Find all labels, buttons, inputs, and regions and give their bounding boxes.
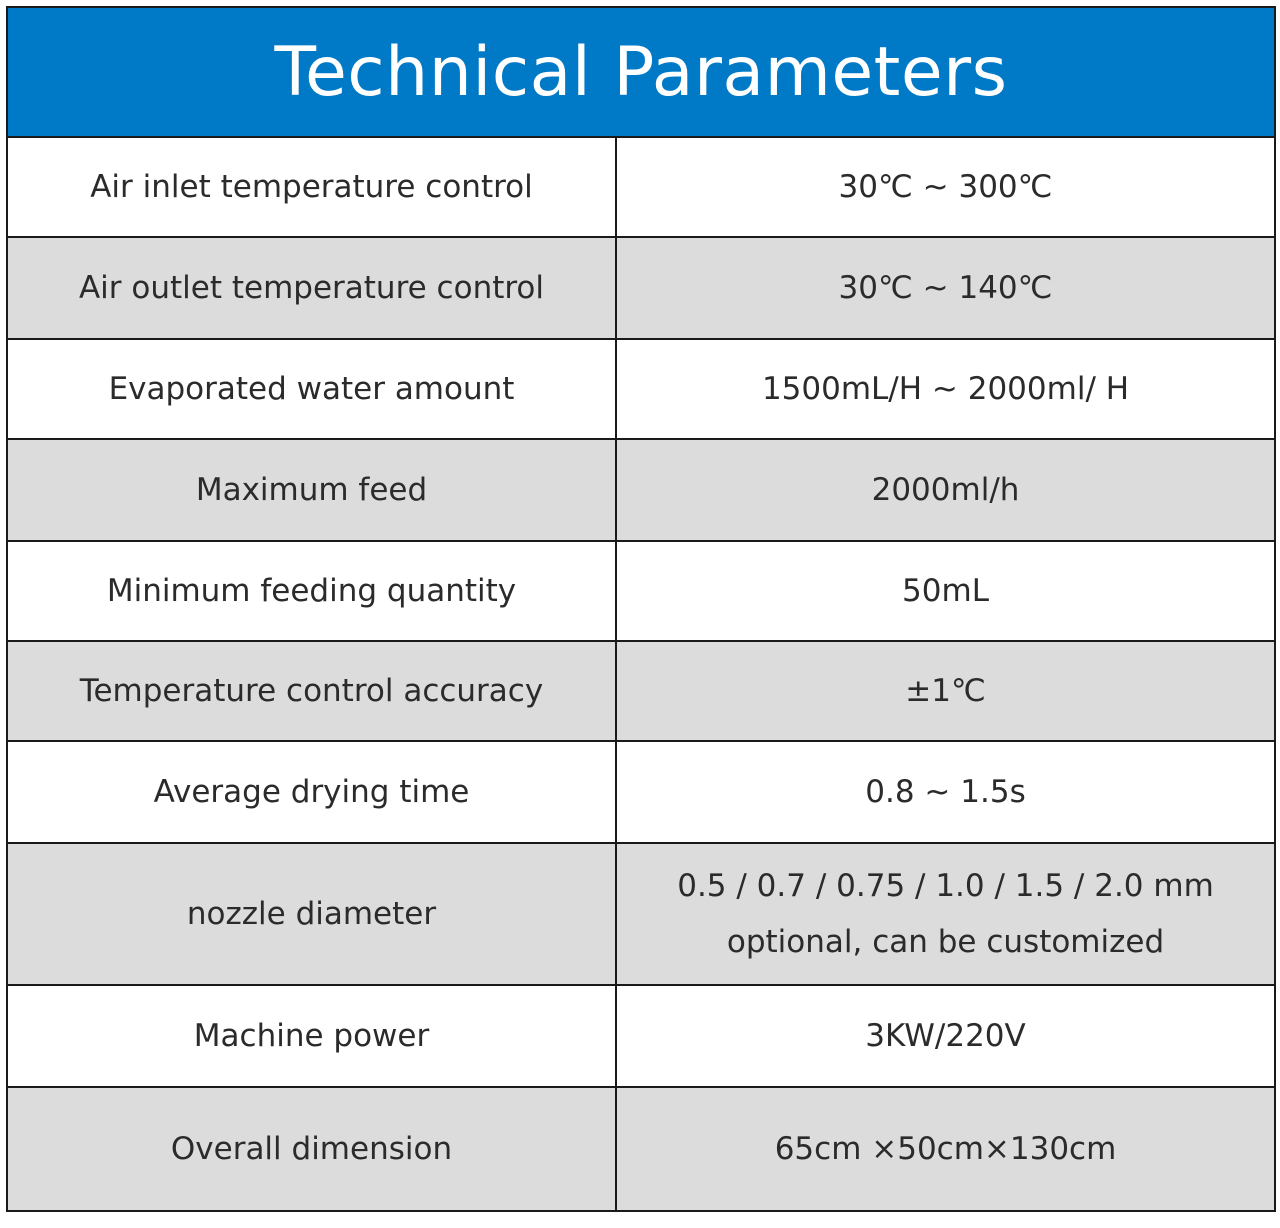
parameter-value: ±1℃	[614, 640, 1277, 742]
parameter-label: Air inlet temperature control	[6, 136, 617, 238]
table-row: Temperature control accuracy ±1℃	[6, 640, 1277, 742]
table-row: Air inlet temperature control 30℃ ~ 300℃	[6, 136, 1277, 238]
parameter-value-line: ±1℃	[905, 673, 986, 709]
parameter-value: 30℃ ~ 140℃	[614, 236, 1277, 340]
parameter-value-line: 3KW/220V	[865, 1018, 1026, 1054]
parameter-value-line: 50mL	[902, 573, 989, 609]
table-header-row: Technical Parameters	[5, 6, 1277, 138]
table-row: Average drying time 0.8 ~ 1.5s	[6, 740, 1277, 844]
parameter-label: Air outlet temperature control	[6, 236, 617, 340]
parameter-value: 3KW/220V	[614, 984, 1277, 1088]
parameter-value-line: 30℃ ~ 300℃	[838, 169, 1053, 205]
table-row: Overall dimension 65cm ×50cm×130cm	[6, 1086, 1277, 1212]
parameter-label: Average drying time	[6, 740, 617, 844]
table-row: Maximum feed 2000ml/h	[6, 438, 1277, 542]
parameter-label: Evaporated water amount	[6, 338, 617, 440]
parameter-value: 30℃ ~ 300℃	[614, 136, 1277, 238]
parameter-label: nozzle diameter	[6, 842, 617, 986]
parameter-value-line: 30℃ ~ 140℃	[838, 270, 1053, 306]
parameter-value: 1500mL/H ~ 2000ml/ H	[614, 338, 1277, 440]
parameter-value: 0.5 / 0.7 / 0.75 / 1.0 / 1.5 / 2.0 mm op…	[614, 842, 1277, 986]
parameter-value-line: 1500mL/H ~ 2000ml/ H	[761, 371, 1130, 407]
parameter-value: 65cm ×50cm×130cm	[614, 1086, 1277, 1212]
table-row: Minimum feeding quantity 50mL	[6, 540, 1277, 642]
parameter-value: 2000ml/h	[614, 438, 1277, 542]
parameter-label: Minimum feeding quantity	[6, 540, 617, 642]
table-row: Machine power 3KW/220V	[6, 984, 1277, 1088]
table-row: Air outlet temperature control 30℃ ~ 140…	[6, 236, 1277, 340]
parameter-label: Overall dimension	[6, 1086, 617, 1212]
parameter-value: 50mL	[614, 540, 1277, 642]
parameter-label: Temperature control accuracy	[6, 640, 617, 742]
table-row: Evaporated water amount 1500mL/H ~ 2000m…	[6, 338, 1277, 440]
parameter-value-line: 65cm ×50cm×130cm	[774, 1131, 1117, 1167]
parameter-value: 0.8 ~ 1.5s	[614, 740, 1277, 844]
parameter-value-line: optional, can be customized	[726, 924, 1165, 960]
parameter-value-line: 0.8 ~ 1.5s	[865, 774, 1026, 810]
parameter-label: Maximum feed	[6, 438, 617, 542]
parameter-value-line: 2000ml/h	[871, 472, 1020, 508]
table-title: Technical Parameters	[5, 6, 1277, 138]
parameter-label: Machine power	[6, 984, 617, 1088]
parameter-value-line: 0.5 / 0.7 / 0.75 / 1.0 / 1.5 / 2.0 mm	[677, 868, 1214, 904]
technical-parameters-table: Technical Parameters Air inlet temperatu…	[5, 6, 1277, 1212]
table-row: nozzle diameter 0.5 / 0.7 / 0.75 / 1.0 /…	[6, 842, 1277, 986]
